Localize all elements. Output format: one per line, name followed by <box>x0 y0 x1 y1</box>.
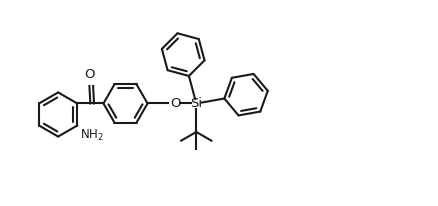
Text: O: O <box>84 68 95 81</box>
Text: Si: Si <box>190 97 202 110</box>
Text: NH$_2$: NH$_2$ <box>81 128 104 143</box>
Text: O: O <box>170 97 181 110</box>
